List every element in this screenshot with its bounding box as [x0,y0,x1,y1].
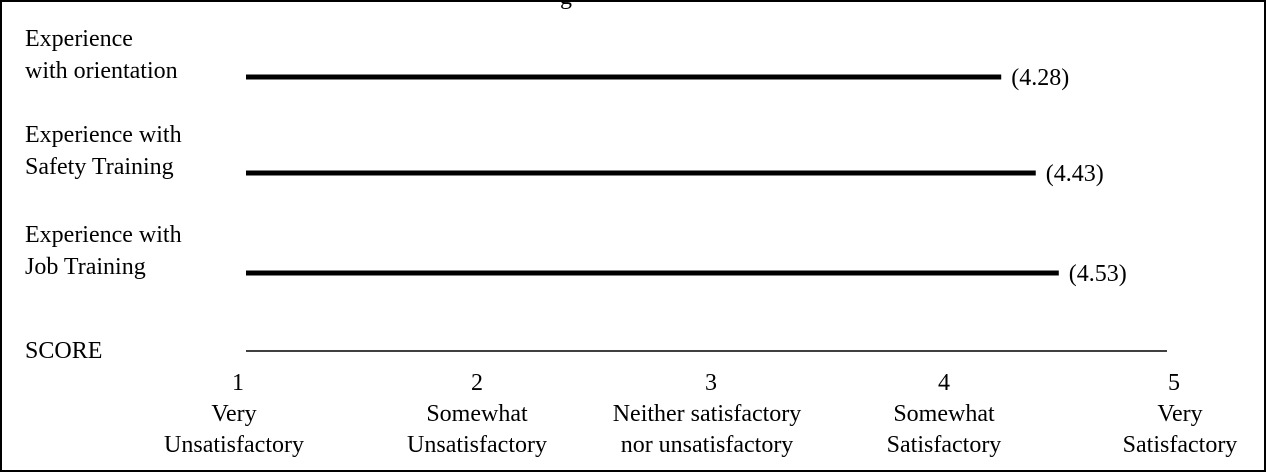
tick-label: Somewhat [893,401,995,427]
chart-title-fragment: g [560,0,572,11]
tick-label: Neither satisfactory [613,401,802,427]
tick-label: Unsatisfactory [164,432,304,458]
category-label: Safety Training [25,154,174,180]
tick-label: Very [211,401,256,427]
tick-value: 3 [705,370,717,396]
axis-title: SCORE [25,338,102,364]
category-label: Job Training [25,254,146,280]
tick-label: nor unsatisfactory [621,432,794,458]
data-label: (4.28) [1011,65,1069,91]
tick-label: Satisfactory [887,432,1002,458]
tick-value: 5 [1168,370,1180,396]
category-label: with orientation [25,58,178,84]
tick-value: 2 [471,370,483,396]
tick-label: Very [1157,401,1202,427]
category-label: Experience with [25,222,182,248]
tick-label: Somewhat [426,401,528,427]
tick-value: 1 [232,370,244,396]
data-label: (4.53) [1069,261,1127,287]
category-label: Experience [25,26,133,52]
tick-label: Unsatisfactory [407,432,547,458]
data-label: (4.43) [1046,161,1104,187]
category-label: Experience with [25,122,182,148]
tick-label: Satisfactory [1123,432,1238,458]
tick-value: 4 [938,370,950,396]
